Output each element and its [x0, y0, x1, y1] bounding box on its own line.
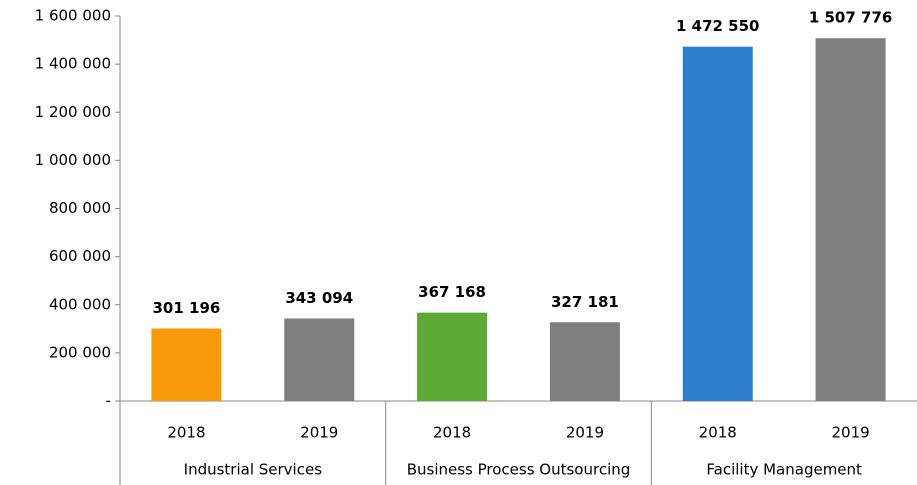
- y-tick-label: 1 000 000: [35, 151, 111, 169]
- bar: [815, 38, 886, 401]
- y-tick-label: -: [106, 392, 111, 410]
- group-label: Industrial Services: [184, 461, 323, 479]
- y-tick-label: 400 000: [49, 295, 111, 313]
- x-tick-label: 2019: [300, 424, 338, 442]
- x-tick-label: 2018: [167, 424, 205, 442]
- value-label: 327 181: [551, 293, 619, 311]
- y-tick-label: 200 000: [49, 343, 111, 361]
- value-label: 1 472 550: [676, 17, 760, 35]
- y-tick-label: 800 000: [49, 199, 111, 217]
- value-label: 1 507 776: [809, 9, 893, 27]
- x-tick-label: 2019: [566, 424, 604, 442]
- value-label: 343 094: [285, 289, 353, 307]
- bar: [151, 328, 222, 401]
- bar: [284, 318, 355, 401]
- bar: [682, 46, 753, 401]
- bar: [417, 312, 488, 401]
- group-label: Business Process Outsourcing: [407, 461, 631, 479]
- group-label: Facility Management: [706, 461, 862, 479]
- x-tick-label: 2018: [699, 424, 737, 442]
- x-tick-label: 2018: [433, 424, 471, 442]
- value-label: 301 196: [152, 299, 220, 317]
- bar: [549, 322, 620, 401]
- y-tick-label: 600 000: [49, 247, 111, 265]
- x-tick-label: 2019: [831, 424, 869, 442]
- y-tick-label: 1 400 000: [35, 55, 111, 73]
- y-tick-label: 1 200 000: [35, 103, 111, 121]
- y-tick-label: 1 600 000: [35, 7, 111, 25]
- value-label: 367 168: [418, 283, 486, 301]
